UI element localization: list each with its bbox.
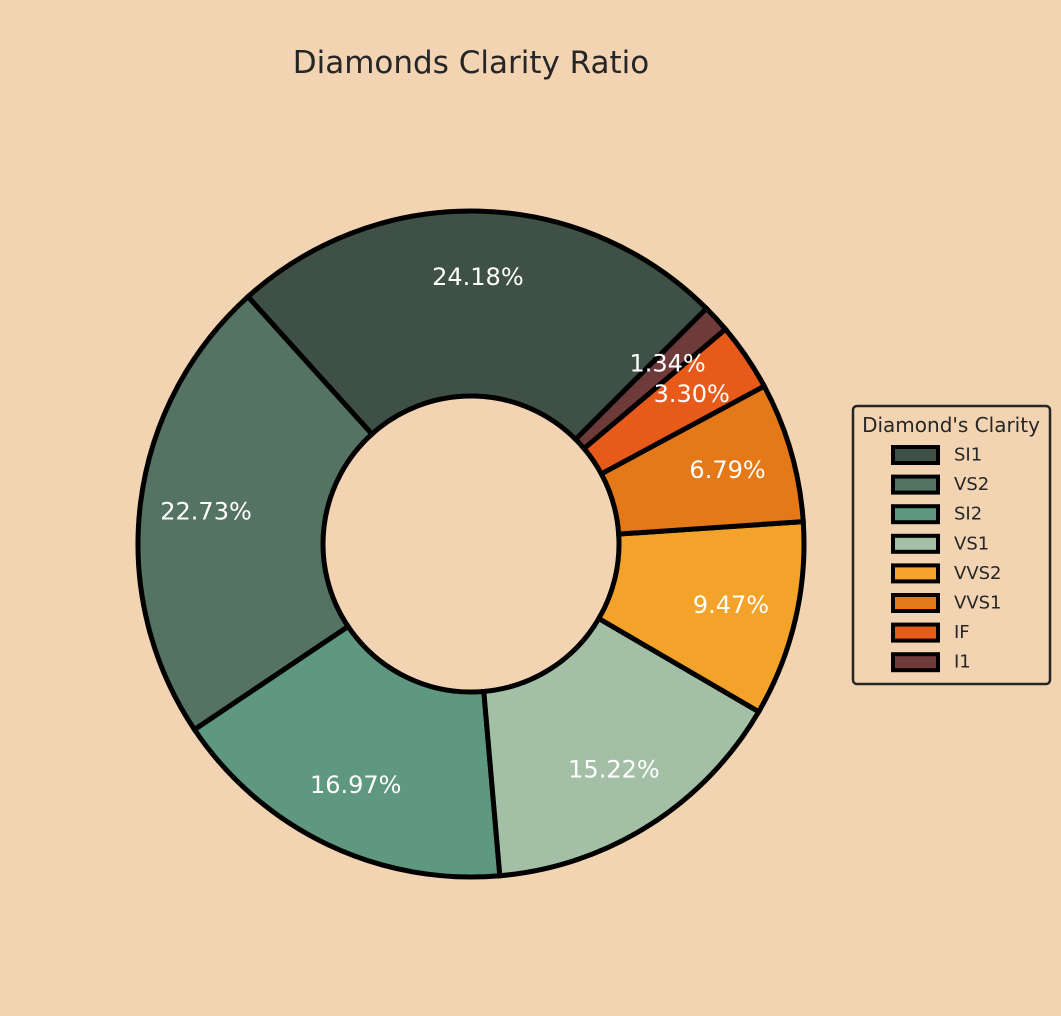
- legend-frame: [851, 404, 1052, 686]
- slice-label-if: 3.30%: [654, 380, 730, 408]
- legend-swatch-i1: [891, 652, 940, 673]
- legend-label-vvs1: VVS1: [954, 593, 1002, 614]
- legend-title: Diamond's Clarity: [862, 413, 1040, 437]
- legend-swatch-vs1: [891, 533, 940, 554]
- legend-swatch-vs2: [891, 474, 940, 495]
- slice-vvs2: [595, 518, 807, 716]
- legend-swatch-vvs1: [891, 593, 940, 613]
- slice-si2: [191, 623, 503, 880]
- legend-label-vvs2: VVS2: [954, 563, 1002, 584]
- legend-label-if: IF: [954, 622, 970, 643]
- slice-vs1: [481, 615, 763, 879]
- legend-label-vs1: VS1: [954, 533, 989, 554]
- legend-swatch-si2: [891, 504, 940, 525]
- legend-swatch-vvs2: [891, 563, 940, 584]
- slice-i1: [572, 304, 729, 453]
- slice-si1: [244, 208, 711, 443]
- slice-vs2: [135, 293, 376, 734]
- slice-label-si2: 16.97%: [310, 771, 402, 799]
- donut-slices: [135, 208, 807, 880]
- slice-label-vvs1: 6.79%: [689, 456, 765, 484]
- legend-swatch-si1: [891, 445, 940, 465]
- legend: Diamond's Clarity SI1 VS2 SI2 VS1 VVS2 VVS1 IF…: [851, 404, 1052, 686]
- slice-labels: 24.18% 22.73% 16.97% 15.22% 9.47% 6.79% 3.30% 1…: [160, 263, 769, 799]
- slice-label-i1: 1.34%: [629, 349, 705, 377]
- slice-label-vvs2: 9.47%: [693, 591, 769, 619]
- slice-label-vs2: 22.73%: [160, 497, 252, 525]
- legend-swatch-if: [891, 622, 940, 643]
- legend-label-si1: SI1: [954, 445, 982, 466]
- legend-label-vs2: VS2: [954, 474, 989, 495]
- chart-title: Diamonds Clarity Ratio: [293, 45, 650, 81]
- legend-label-i1: I1: [954, 652, 971, 673]
- slice-label-si1: 24.18%: [432, 263, 524, 291]
- slice-label-vs1: 15.22%: [568, 756, 660, 784]
- legend-items: SI1 VS2 SI2 VS1 VVS2 VVS1 IF I1: [891, 445, 1002, 673]
- legend-label-si2: SI2: [954, 504, 982, 525]
